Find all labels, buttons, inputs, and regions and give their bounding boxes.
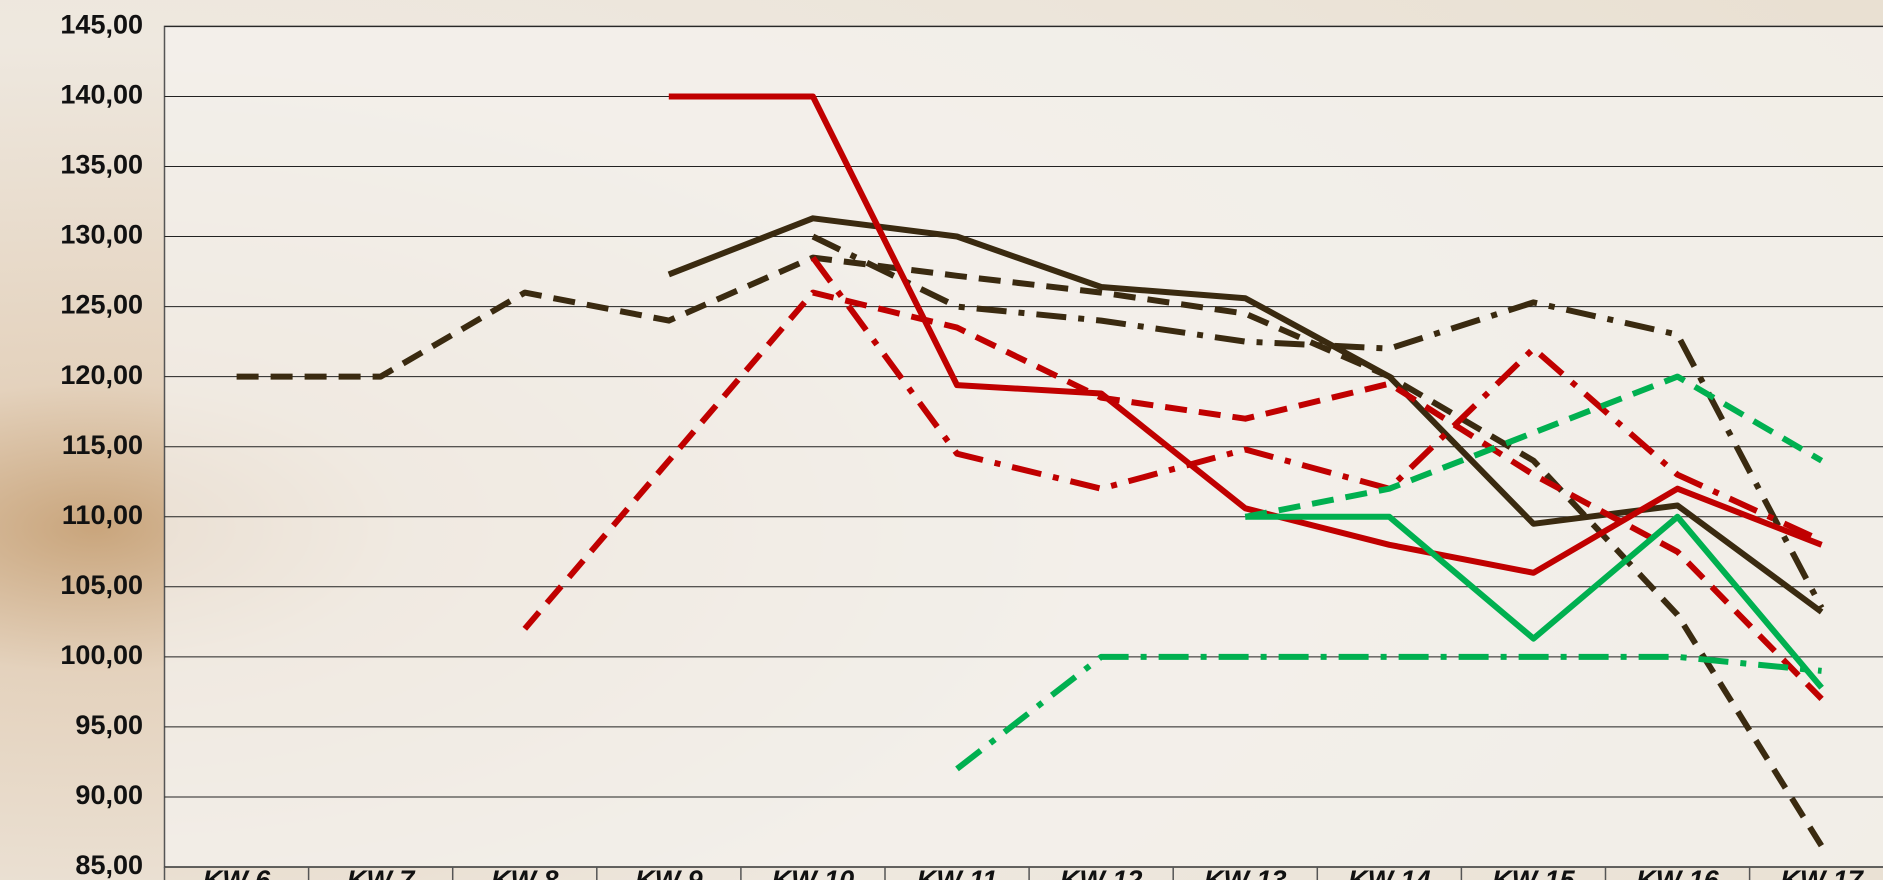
y-tick-label: 90,00: [75, 780, 143, 810]
series-line: [522, 289, 1824, 701]
x-tick-label: KW 6: [203, 865, 271, 880]
y-tick-label: 120,00: [60, 360, 143, 390]
x-tick-label: KW 9: [635, 865, 703, 880]
x-tick-label: KW 11: [917, 865, 998, 880]
y-tick-label: 95,00: [75, 710, 143, 740]
x-tick-label: KW 16: [1636, 865, 1720, 880]
y-tick-label: 130,00: [60, 220, 143, 250]
y-tick-label: 110,00: [62, 500, 143, 530]
x-tick-label: KW 10: [772, 865, 855, 880]
x-tick-label: KW 8: [491, 865, 559, 880]
x-tick-label: KW 7: [347, 865, 416, 880]
series-line: [1244, 373, 1824, 520]
series-line: [1245, 513, 1824, 690]
series-line: [667, 215, 1824, 615]
y-tick-label: 115,00: [62, 430, 143, 460]
x-tick-label: KW 12: [1060, 865, 1143, 880]
series-line: [811, 233, 1825, 610]
series-line: [810, 255, 1823, 544]
series-line: [955, 653, 1822, 772]
series-line: [668, 93, 1823, 576]
y-tick-label: 135,00: [60, 150, 143, 180]
y-tick-label: 85,00: [75, 850, 143, 880]
x-tick-label: KW 14: [1348, 865, 1431, 880]
x-tick-label: KW 17: [1780, 865, 1865, 880]
x-tick-label: KW 15: [1492, 865, 1576, 880]
x-tick-label: KW 13: [1204, 865, 1287, 880]
y-tick-label: 100,00: [60, 640, 143, 670]
y-tick-label: 125,00: [60, 290, 143, 320]
y-tick-label: 145,00: [60, 10, 143, 40]
y-tick-label: 140,00: [60, 80, 143, 110]
y-tick-label: 105,00: [60, 570, 143, 600]
